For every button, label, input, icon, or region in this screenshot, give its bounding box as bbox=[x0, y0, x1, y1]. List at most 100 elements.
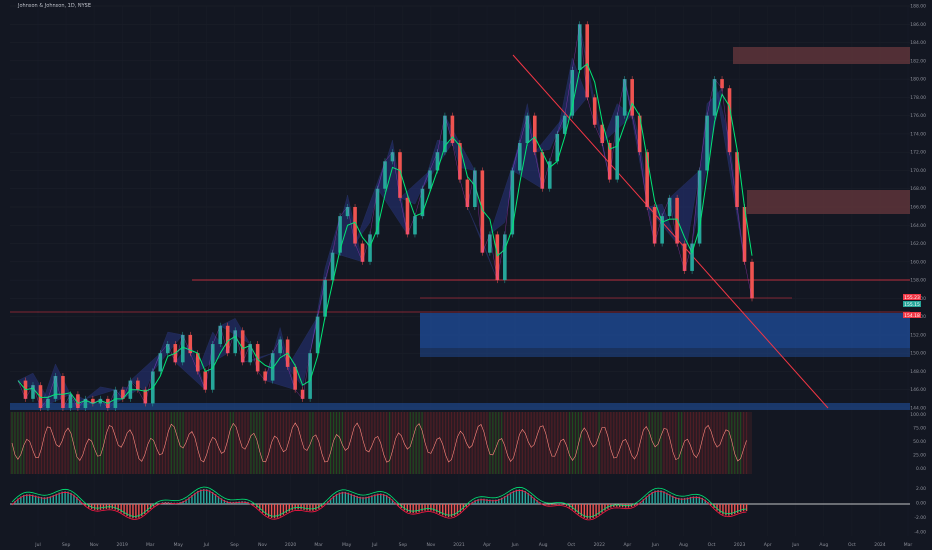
y-tick-label: 148.00 bbox=[910, 369, 926, 375]
y-tick-label: 182.00 bbox=[910, 58, 926, 64]
candle bbox=[165, 344, 170, 354]
candle bbox=[510, 170, 515, 235]
x-tick-label: 2021 bbox=[453, 542, 465, 548]
candle bbox=[697, 170, 702, 244]
candle bbox=[270, 353, 275, 381]
candle bbox=[330, 252, 335, 281]
y-tick-label: 172.00 bbox=[910, 150, 926, 156]
candle bbox=[46, 398, 50, 408]
candle bbox=[532, 115, 537, 153]
low-price-text: 154.18 bbox=[904, 313, 920, 319]
price-series bbox=[17, 21, 754, 411]
x-tick-label: Jun bbox=[511, 542, 519, 548]
candle bbox=[53, 376, 58, 399]
candle bbox=[91, 398, 95, 404]
y-tick-label: 186.00 bbox=[910, 22, 926, 28]
osc1-tick: 50.00 bbox=[913, 439, 926, 445]
y-tick-label: 188.00 bbox=[910, 4, 926, 10]
x-tick-label: Jun bbox=[651, 542, 659, 548]
candle bbox=[61, 376, 65, 408]
candle bbox=[720, 79, 724, 89]
osc1-tick: 100.00 bbox=[910, 412, 926, 418]
candle bbox=[195, 353, 200, 372]
osc2-tick: 2.00 bbox=[916, 486, 926, 492]
candle bbox=[570, 69, 575, 116]
x-tick-label: Mar bbox=[904, 542, 913, 548]
candle bbox=[705, 115, 709, 171]
wedge bbox=[130, 353, 161, 392]
candle bbox=[600, 124, 605, 144]
candle bbox=[225, 325, 230, 354]
candle bbox=[495, 234, 500, 281]
demand-zone-lower bbox=[420, 348, 910, 357]
candle bbox=[31, 385, 35, 399]
prev-price-tag bbox=[903, 301, 921, 307]
candle bbox=[210, 344, 215, 390]
y-tick-label: 178.00 bbox=[910, 95, 926, 101]
y-tick-label: 174.00 bbox=[910, 131, 926, 137]
downtrend-line[interactable] bbox=[512, 54, 829, 409]
candle bbox=[255, 344, 260, 372]
y-tick-label: 180.00 bbox=[910, 77, 926, 83]
candle bbox=[503, 234, 507, 281]
x-tick-label: 2023 bbox=[734, 542, 746, 548]
prev-price-text: 155.15 bbox=[904, 302, 920, 308]
x-tick-label: Mar bbox=[146, 542, 155, 548]
candle bbox=[742, 207, 747, 262]
candle bbox=[555, 133, 560, 162]
price-tags: 155.23 155.15 154.18 bbox=[903, 294, 921, 319]
demand-zone-upper bbox=[420, 313, 910, 348]
candle bbox=[518, 143, 522, 171]
candle bbox=[323, 280, 327, 317]
candle bbox=[682, 243, 687, 271]
candle bbox=[121, 389, 125, 399]
y-tick-label: 176.00 bbox=[910, 113, 926, 119]
candle bbox=[562, 115, 567, 134]
x-tick-label: Aug bbox=[539, 542, 548, 548]
y-tick-label: 164.00 bbox=[910, 223, 926, 229]
candle bbox=[480, 170, 485, 253]
osc1-tick: 75.00 bbox=[913, 426, 926, 432]
candle bbox=[592, 97, 597, 125]
current-price-text: 155.23 bbox=[904, 295, 920, 301]
x-tick-label: Aug bbox=[679, 542, 688, 548]
candle bbox=[667, 197, 672, 217]
candle bbox=[345, 207, 350, 217]
x-tick-label: Sep bbox=[230, 542, 239, 548]
x-tick-label: Apr bbox=[623, 542, 631, 548]
candle bbox=[435, 152, 440, 171]
y-tick-label: 168.00 bbox=[910, 186, 926, 192]
wedge bbox=[624, 79, 655, 244]
x-axis-labels: Jul Sep Nov 2019 Mar May Jul Sep Nov 2020 Mar May Ju… bbox=[34, 542, 912, 548]
osc2-signal bbox=[11, 486, 747, 518]
candle bbox=[300, 389, 305, 399]
oscillator-pane-1 bbox=[10, 412, 752, 474]
candle bbox=[76, 394, 80, 408]
candle bbox=[263, 371, 267, 381]
x-tick-label: Oct bbox=[567, 542, 575, 548]
candle bbox=[630, 79, 634, 116]
candle bbox=[473, 170, 477, 207]
x-tick-label: 2022 bbox=[594, 542, 606, 548]
x-tick-label: Nov bbox=[258, 542, 267, 548]
candle bbox=[428, 170, 432, 189]
x-tick-label: Nov bbox=[427, 542, 436, 548]
candle bbox=[675, 197, 679, 244]
candle bbox=[180, 334, 185, 363]
candle bbox=[353, 207, 357, 244]
candle bbox=[750, 261, 754, 299]
candle bbox=[525, 115, 530, 144]
candle bbox=[405, 197, 410, 235]
osc2-tick: -2.00 bbox=[914, 515, 926, 521]
candle bbox=[203, 371, 208, 390]
x-tick-label: Aug bbox=[819, 542, 828, 548]
candle bbox=[158, 353, 163, 372]
candle bbox=[458, 143, 462, 180]
oscillator-2-axis: 2.00 0.00 -2.00 -4.00 bbox=[914, 486, 926, 536]
price-line bbox=[17, 24, 753, 409]
candle bbox=[293, 366, 297, 390]
bottom-zone bbox=[10, 403, 910, 410]
x-tick-label: May bbox=[174, 542, 184, 548]
y-tick-label: 162.00 bbox=[910, 241, 926, 247]
